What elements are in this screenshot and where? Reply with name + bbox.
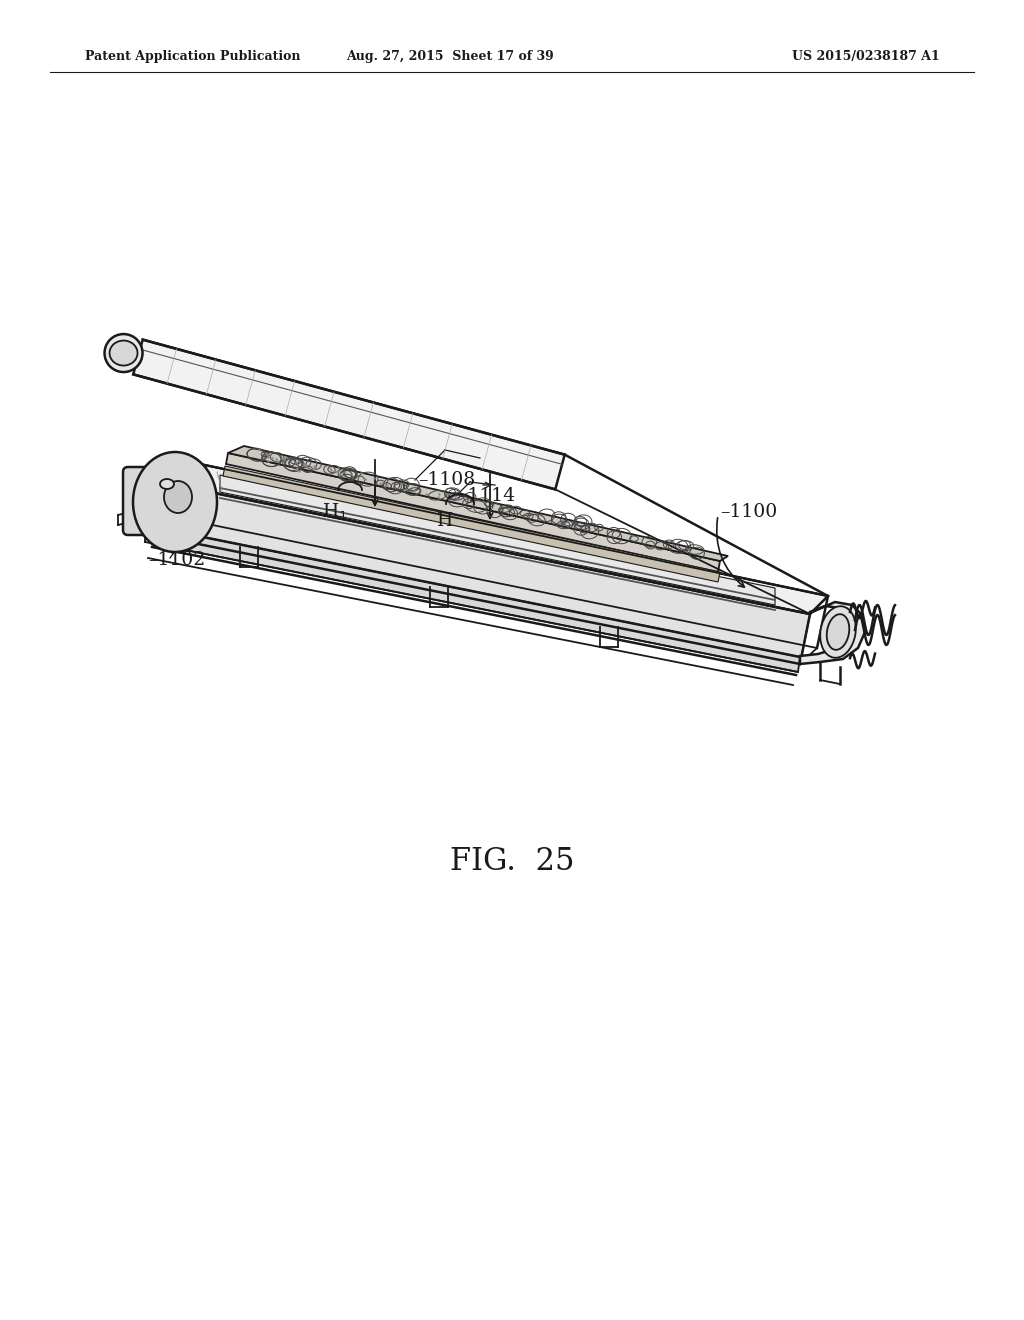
Text: H: H — [437, 512, 454, 531]
Polygon shape — [223, 466, 720, 582]
Polygon shape — [158, 465, 200, 536]
Text: Aug. 27, 2015  Sheet 17 of 39: Aug. 27, 2015 Sheet 17 of 39 — [346, 50, 554, 63]
Polygon shape — [180, 465, 828, 614]
Text: FIG.  25: FIG. 25 — [450, 846, 574, 878]
Text: H$_1$: H$_1$ — [323, 502, 348, 523]
Text: US 2015/0238187 A1: US 2015/0238187 A1 — [793, 50, 940, 63]
Text: –1102: –1102 — [148, 550, 205, 569]
Text: –1114: –1114 — [458, 487, 515, 506]
Ellipse shape — [820, 606, 856, 657]
Polygon shape — [220, 475, 775, 605]
Ellipse shape — [826, 614, 849, 649]
Polygon shape — [226, 453, 720, 572]
Ellipse shape — [110, 341, 137, 366]
Text: –1100: –1100 — [720, 503, 777, 521]
Polygon shape — [158, 486, 810, 664]
Polygon shape — [800, 602, 865, 664]
Ellipse shape — [133, 451, 217, 552]
Polygon shape — [133, 339, 564, 490]
Text: 1104: 1104 — [135, 502, 183, 519]
Polygon shape — [155, 528, 800, 672]
Ellipse shape — [164, 480, 193, 513]
Polygon shape — [228, 446, 728, 561]
FancyBboxPatch shape — [123, 467, 193, 535]
Text: Patent Application Publication: Patent Application Publication — [85, 50, 300, 63]
Text: –1108: –1108 — [418, 471, 475, 488]
Ellipse shape — [160, 479, 174, 488]
Ellipse shape — [104, 334, 142, 372]
